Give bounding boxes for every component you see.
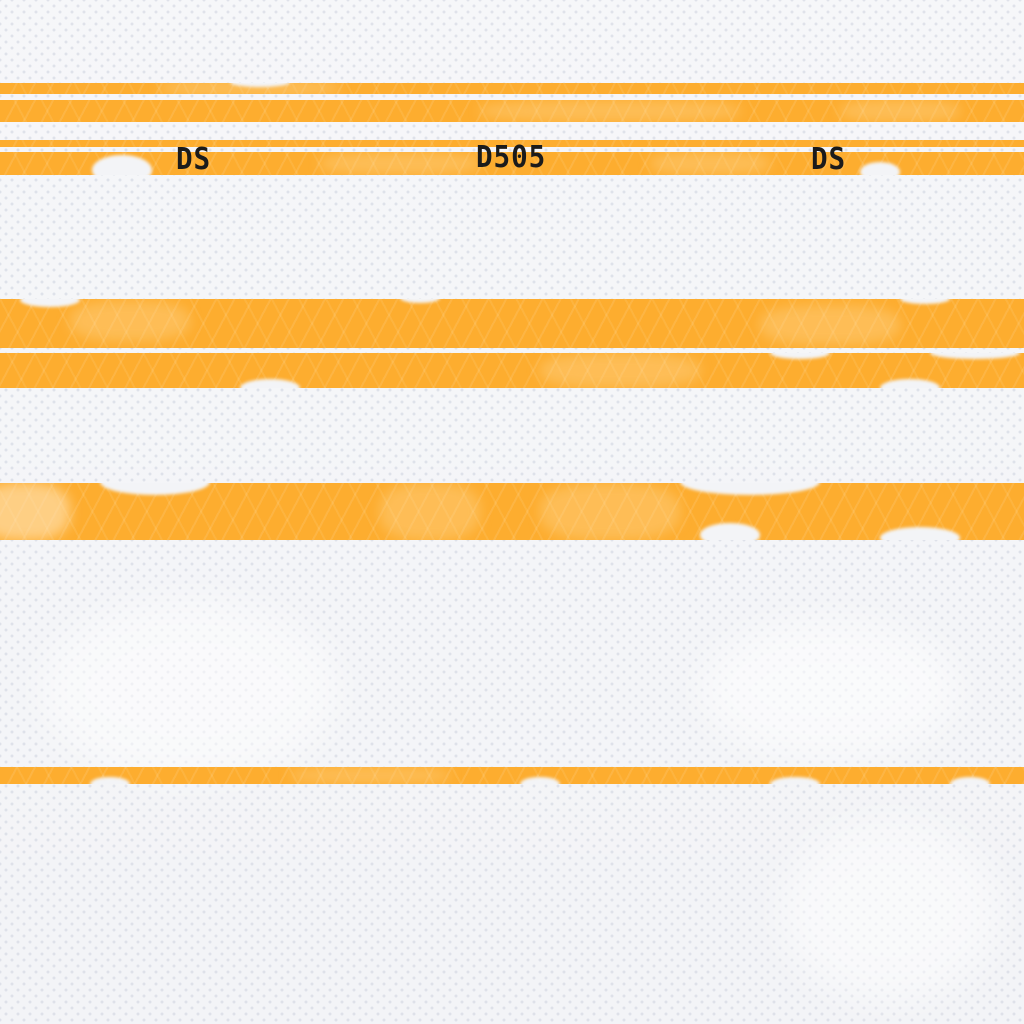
marking-code-center: D505 xyxy=(476,140,547,175)
fabric-haze xyxy=(40,600,340,780)
stripe-band xyxy=(0,483,1024,540)
marking-code-left: DS xyxy=(176,142,212,177)
stripe-band xyxy=(0,152,1024,175)
fabric-haze xyxy=(780,820,1000,1000)
stripe-band xyxy=(0,83,1024,94)
fabric-haze xyxy=(700,620,960,760)
stripe-band xyxy=(0,100,1024,122)
stripe-band xyxy=(0,140,1024,147)
stripe-band xyxy=(0,767,1024,784)
stripe-band xyxy=(0,299,1024,348)
marking-code-right: DS xyxy=(811,142,847,177)
stripe-band xyxy=(0,353,1024,388)
